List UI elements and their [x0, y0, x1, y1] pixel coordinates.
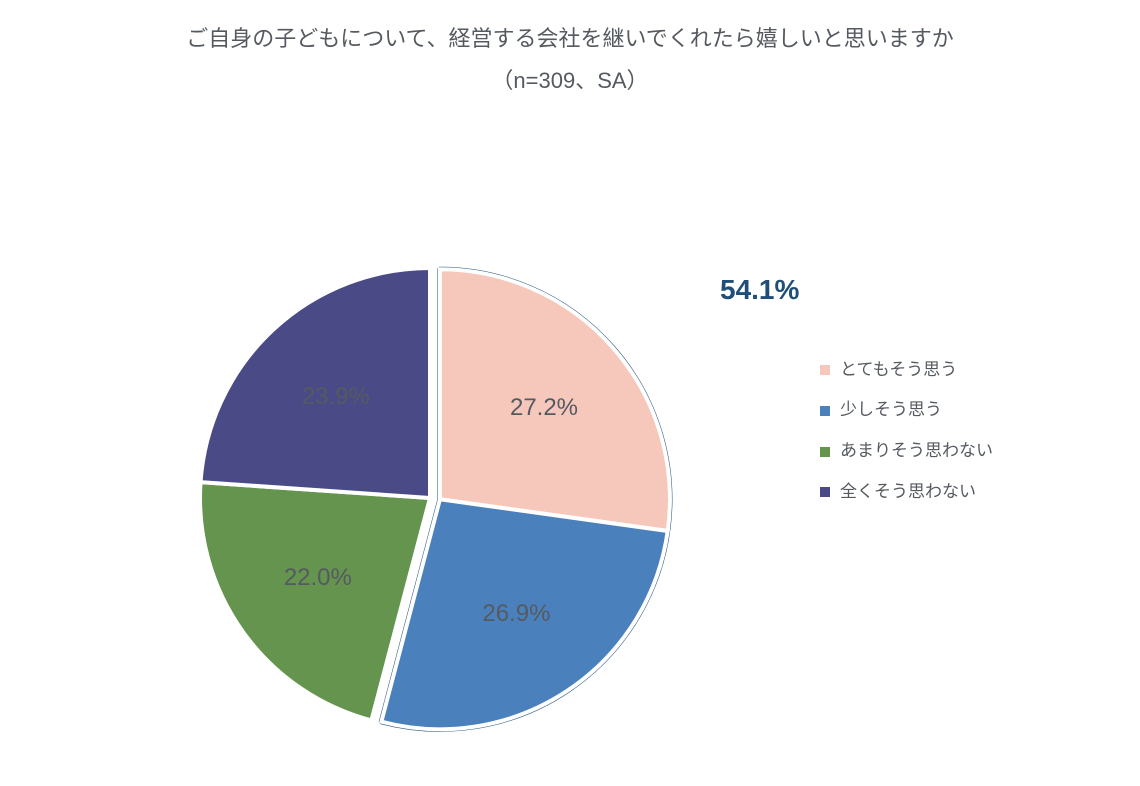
legend-item: 少しそう思う [820, 390, 993, 431]
legend-swatch [820, 487, 830, 497]
legend-label: 少しそう思う [840, 390, 942, 431]
callout-percentage: 54.1% [720, 274, 799, 306]
legend-swatch [820, 447, 830, 457]
title-line-2: （n=309、SA） [0, 60, 1140, 102]
legend-label: とてもそう思う [840, 350, 957, 391]
slice-label: 26.9% [482, 600, 550, 628]
legend-item: とてもそう思う [820, 350, 993, 391]
slice-label: 23.9% [302, 383, 370, 411]
chart-title: ご自身の子どもについて、経営する会社を継いでくれたら嬉しいと思いますか （n=3… [0, 0, 1140, 102]
slice-label: 22.0% [284, 564, 352, 592]
legend-swatch [820, 406, 830, 416]
legend-label: 全くそう思わない [840, 472, 976, 513]
legend-swatch [820, 365, 830, 375]
legend-label: あまりそう思わない [840, 431, 993, 472]
slice-label: 27.2% [510, 394, 578, 422]
legend: とてもそう思う少しそう思うあまりそう思わない全くそう思わない [820, 350, 993, 513]
title-line-1: ご自身の子どもについて、経営する会社を継いでくれたら嬉しいと思いますか [0, 18, 1140, 60]
legend-item: 全くそう思わない [820, 472, 993, 513]
legend-item: あまりそう思わない [820, 431, 993, 472]
